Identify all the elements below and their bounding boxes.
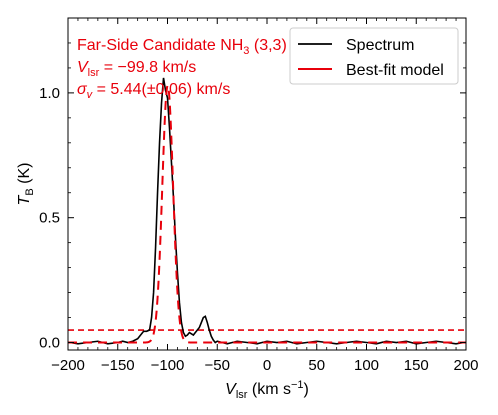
x-axis-ticks: −200 −150 −100 −50 0 50 100 150 200: [51, 18, 479, 374]
legend: Spectrum Best-fit model: [289, 27, 459, 85]
legend-label-spectrum: Spectrum: [346, 37, 414, 54]
x-tick-label: 150: [404, 357, 429, 374]
x-tick-label: 100: [354, 357, 379, 374]
x-tick-label: −50: [205, 357, 230, 374]
spectrum-line: [69, 77, 465, 345]
x-tick-label: 0: [263, 357, 271, 374]
y-axis-label: TB (K): [16, 163, 36, 206]
y-tick-label: 0.5: [39, 210, 60, 227]
annotation-title: Far-Side Candidate NH3 (3,3): [77, 37, 287, 57]
y-tick-label: 1.0: [39, 85, 60, 102]
annotation-vlsr: Vlsr = −99.8 km/s: [77, 59, 196, 79]
x-tick-label: −150: [101, 357, 135, 374]
best-fit-model-line: [68, 84, 466, 344]
x-axis-label: Vlsr (km s−1): [225, 379, 309, 401]
x-tick-label: 200: [453, 357, 478, 374]
y-axis-ticks: 0.0 0.5 1.0: [39, 42, 466, 352]
y-tick-label: 0.0: [39, 335, 60, 352]
x-tick-label: −100: [151, 357, 185, 374]
x-tick-label: −200: [51, 357, 85, 374]
x-tick-label: 50: [308, 357, 325, 374]
legend-label-best-fit-model: Best-fit model: [346, 62, 444, 79]
annotation-sigma: σv = 5.44(±0.06) km/s: [77, 81, 230, 101]
